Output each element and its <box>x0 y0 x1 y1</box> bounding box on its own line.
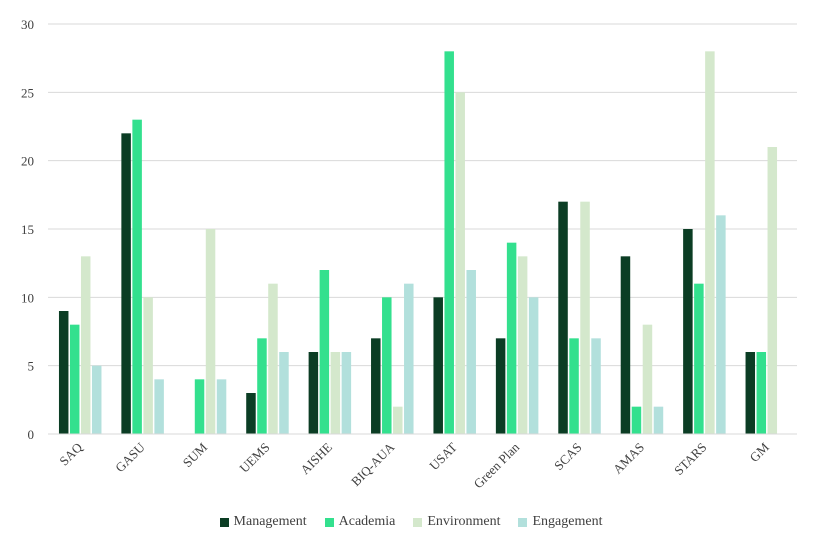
x-tick-label: UEMS <box>236 440 272 476</box>
bar-academia-gm <box>756 352 767 434</box>
y-tick-label: 25 <box>21 85 34 100</box>
bar-engagement-saq <box>91 365 102 434</box>
bar-management-stars <box>683 229 693 434</box>
bar-management-gasu <box>121 133 131 434</box>
y-tick-label: 20 <box>21 154 34 169</box>
x-tick-label: SCAS <box>551 440 585 474</box>
bar-management-usat <box>433 297 443 434</box>
y-tick-label: 10 <box>21 290 34 305</box>
bar-engagement-scas <box>591 338 601 434</box>
bar-environment-gasu <box>143 297 153 434</box>
bar-management-aishe <box>308 352 319 434</box>
bar-engagement-amas <box>653 406 664 434</box>
bar-management-green-plan <box>495 338 506 434</box>
legend-swatch <box>413 517 423 527</box>
bar-academia-gasu <box>132 119 142 435</box>
legend-item-academia: Academia <box>324 514 396 530</box>
x-tick-label: STARS <box>671 440 709 478</box>
x-tick-label: GASU <box>112 439 148 475</box>
bar-engagement-usat <box>466 270 476 434</box>
legend-swatch <box>518 517 528 527</box>
gridlines <box>48 23 797 367</box>
bar-engagement-uems <box>279 352 289 434</box>
bar-engagement-aishe <box>341 352 352 434</box>
bar-engagement-sum <box>216 379 227 434</box>
bar-management-gm <box>745 352 756 434</box>
bar-environment-scas <box>580 201 590 434</box>
bars <box>58 51 778 435</box>
y-tick-label: 15 <box>21 222 34 237</box>
legend-label: Environment <box>427 514 501 529</box>
bar-academia-aishe <box>319 270 330 434</box>
y-axis-ticks: 0 5 10 15 20 25 30 <box>21 17 34 442</box>
bar-environment-uems <box>268 283 278 434</box>
x-tick-label: GM <box>746 439 772 465</box>
x-tick-label: AMAS <box>610 440 647 477</box>
bar-management-biq-aua <box>371 338 381 434</box>
x-tick-label: SAQ <box>56 439 85 468</box>
bar-academia-biq-aua <box>382 297 392 434</box>
y-tick-label: 0 <box>28 427 35 442</box>
legend-label: Management <box>233 514 307 529</box>
bar-environment-biq-aua <box>393 406 403 434</box>
x-tick-label: Green Plan <box>471 439 523 491</box>
x-tick-label: AISHE <box>297 439 335 477</box>
bar-management-scas <box>558 201 568 434</box>
y-tick-label: 30 <box>21 17 34 32</box>
bar-environment-gm <box>767 147 778 434</box>
bar-environment-amas <box>642 324 653 434</box>
bar-management-uems <box>246 393 256 434</box>
bar-academia-saq <box>69 324 80 434</box>
bar-environment-sum <box>205 229 216 434</box>
legend: Management Academia Environment Engagement <box>0 512 822 532</box>
bar-academia-scas <box>569 338 579 434</box>
bar-academia-amas <box>631 406 642 434</box>
bar-environment-stars <box>705 51 715 434</box>
x-tick-label: USAT <box>426 439 460 473</box>
bar-engagement-gasu <box>154 379 164 434</box>
legend-label: Academia <box>338 514 396 529</box>
bar-engagement-green-plan <box>528 297 539 434</box>
bar-environment-green-plan <box>517 256 528 434</box>
bar-engagement-stars <box>716 215 726 434</box>
bar-management-amas <box>620 256 631 434</box>
legend-item-environment: Environment <box>413 514 500 530</box>
bar-engagement-biq-aua <box>404 283 414 434</box>
bar-environment-saq <box>80 256 91 434</box>
x-tick-label: SUM <box>180 439 211 470</box>
bar-environment-usat <box>455 92 465 434</box>
bar-academia-sum <box>194 379 205 434</box>
legend-swatch <box>324 517 334 527</box>
y-tick-label: 5 <box>28 359 35 374</box>
bar-academia-green-plan <box>506 242 517 434</box>
bar-academia-uems <box>257 338 267 434</box>
legend-swatch <box>219 517 229 527</box>
x-tick-label: BIQ-AUA <box>348 439 398 489</box>
bar-environment-aishe <box>330 352 341 434</box>
bar-academia-usat <box>444 51 454 434</box>
legend-label: Engagement <box>532 514 603 529</box>
bar-management-saq <box>58 311 69 434</box>
legend-item-engagement: Engagement <box>518 514 602 530</box>
x-axis-ticks: SAQ GASU SUM UEMS AISHE BIQ-AUA USAT Green Plan… <box>56 439 772 491</box>
bar-academia-stars <box>694 283 704 434</box>
legend-item-management: Management <box>219 514 307 530</box>
